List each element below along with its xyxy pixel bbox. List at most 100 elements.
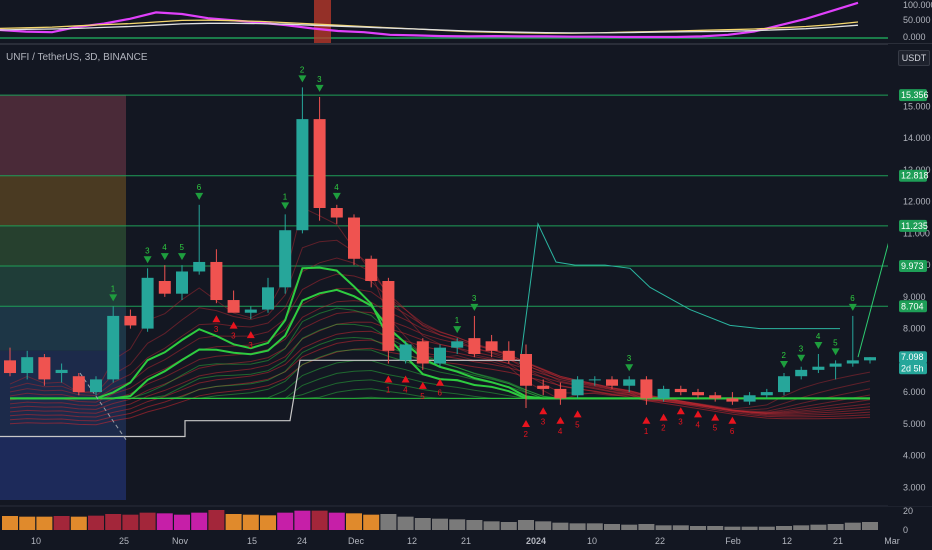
ribbon-green (10, 288, 870, 400)
candle-body (416, 341, 429, 364)
volume-bar (242, 514, 259, 530)
price-tag: 12.818 (899, 169, 929, 182)
volume-bar (105, 514, 122, 530)
currency-button[interactable]: USDT (898, 50, 930, 66)
td-buy-count: 3 (214, 325, 219, 334)
td-sell-arrow (453, 326, 462, 334)
price-tag-bg (899, 300, 927, 313)
td-sell-arrow (160, 253, 169, 261)
td-buy-count: 2 (524, 430, 529, 439)
td-buy-count: 5 (713, 424, 718, 433)
volume-bar (294, 510, 311, 530)
candle-body (227, 300, 240, 313)
price-tick-label: 8.000 (903, 324, 926, 334)
td-sell-count: 4 (334, 183, 339, 192)
candle-body (38, 357, 51, 380)
price-tag-text: 8.704 (901, 301, 924, 311)
candle-body (348, 217, 360, 259)
volume-bar (53, 516, 70, 530)
td-buy-count: 6 (730, 427, 735, 436)
td-sell-arrow (178, 253, 186, 261)
td-sell-arrow (298, 75, 307, 83)
td-buy-count: 4 (558, 427, 563, 436)
td-sell-count: 3 (145, 246, 150, 255)
td-sell-count: 3 (627, 354, 632, 363)
indicator-series-2 (0, 22, 859, 34)
volume-bar (672, 525, 689, 530)
fib-zone-2 (0, 225, 126, 266)
price-tag: 11.235 (899, 219, 928, 232)
volume-bar (724, 526, 741, 530)
indicator-tick-label: 0.000 (903, 32, 926, 42)
candle-body (778, 376, 790, 393)
candles (4, 87, 876, 408)
td-sell-arrow (109, 294, 118, 302)
candle-body (760, 392, 773, 396)
td-sell-count: 1 (111, 284, 116, 293)
td-buy-arrow (436, 378, 444, 386)
indicator-panel: 100.000 50.000 0.000 (0, 0, 932, 45)
time-tick-label: Dec (348, 536, 365, 546)
price-tag-text: 7.098 (901, 352, 924, 362)
candle-body (330, 208, 343, 218)
time-tick-label: Feb (725, 536, 741, 546)
candle-body (554, 388, 567, 399)
candle-body (485, 341, 498, 351)
volume-bar (604, 524, 620, 530)
volume-tick-label: 0 (903, 525, 908, 535)
indicator-tick-label: 100.000 (903, 0, 932, 10)
candle-body (451, 341, 464, 348)
candle-body (365, 258, 378, 281)
volume-bar (776, 526, 792, 530)
td-sell-count: 3 (472, 294, 477, 303)
price-tag-text: 11.235 (901, 221, 928, 231)
time-tick-label: 15 (247, 536, 257, 546)
td-sell-arrow (625, 364, 634, 372)
ribbon-green (10, 349, 870, 399)
fib-zones (0, 95, 126, 500)
td-buy-arrow (522, 419, 530, 427)
td-sell-count: 6 (850, 294, 855, 303)
volume-bar (414, 518, 431, 530)
td-sell-arrow (143, 256, 152, 264)
candle-body (864, 357, 876, 361)
candle-body (210, 261, 223, 301)
td-buy-arrow (573, 410, 582, 418)
candle-body (382, 281, 395, 351)
time-tick-label: 12 (407, 536, 417, 546)
td-buy-arrow (676, 407, 685, 415)
price-tag-bg (899, 259, 927, 272)
volume-bar (380, 514, 397, 530)
candle-body (502, 350, 515, 361)
candle-body (588, 379, 601, 381)
volume-bar (621, 524, 638, 530)
fib-zone-3 (0, 265, 126, 307)
td-buy-count: 3 (541, 417, 546, 426)
horizontal-levels (0, 94, 888, 307)
price-tag-text: 2d 5h (901, 363, 924, 373)
price-tick-label: 12.000 (903, 197, 931, 207)
price-tag-bg (899, 169, 927, 182)
price-axis[interactable]: 3.0004.0005.0006.0007.0008.0009.00010.00… (888, 44, 932, 506)
candle-body (279, 230, 292, 288)
time-axis[interactable]: 10 25 Nov 15 24 Dec 12 21 2024 10 22 Feb 12 21 Mar (31, 536, 900, 546)
volume-bar (277, 512, 294, 530)
td-buy-count: 2 (661, 424, 666, 433)
volume-bar (586, 523, 603, 530)
td-buy-arrow (384, 375, 393, 383)
td-sell-count: 3 (317, 75, 322, 84)
indicator-tick-label: 50.000 (903, 15, 931, 25)
volume-bar (432, 518, 448, 530)
td-sell-count: 6 (197, 183, 202, 192)
volume-bar (88, 515, 104, 530)
td-sell-count: 2 (782, 351, 787, 360)
price-tick-label: 9.000 (903, 292, 926, 302)
candle-body (606, 379, 618, 386)
price-tag: 7.098 (899, 351, 927, 364)
td-sell-count: 5 (180, 243, 185, 252)
td-sell-arrow (332, 192, 341, 200)
candle-body (55, 369, 68, 374)
td-buy-count: 4 (403, 386, 408, 395)
indicator-series-0 (0, 1, 859, 39)
volume-bar (844, 522, 861, 530)
